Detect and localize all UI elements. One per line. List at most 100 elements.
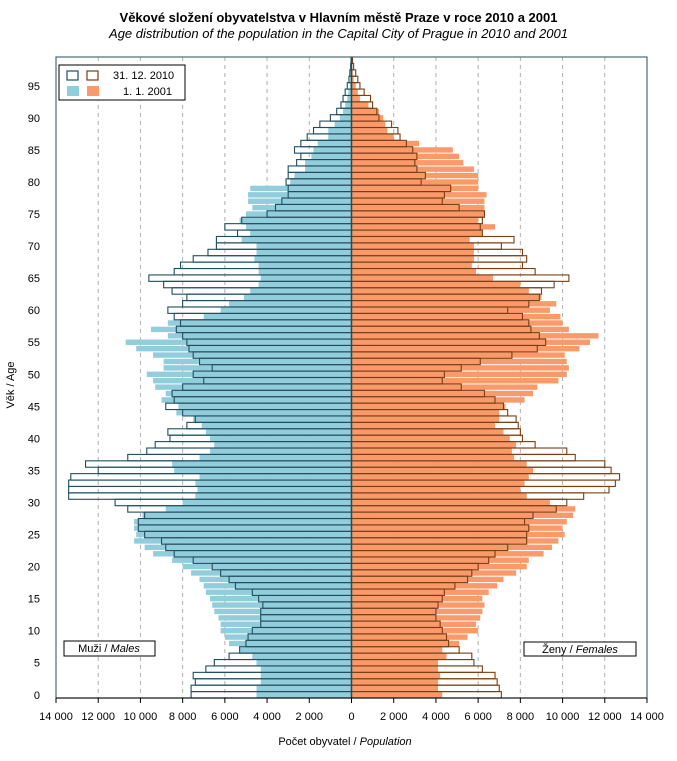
y-tick-label: 50 (28, 369, 40, 381)
bar-female-2001-age-9 (351, 634, 468, 640)
bar-female-2001-age-94 (351, 89, 358, 95)
bar-female-2001-age-17 (351, 583, 498, 589)
bar-female-2001-age-51 (351, 365, 569, 371)
bar-male-2001-age-46 (161, 397, 352, 403)
y-tick-label: 35 (28, 465, 40, 477)
y-tick-label: 15 (28, 594, 40, 606)
bar-male-2001-age-49 (153, 378, 352, 384)
bar-female-2001-age-36 (351, 461, 527, 467)
bar-female-2001-age-14 (351, 602, 485, 608)
x-tick-label: 6 000 (211, 711, 239, 723)
bar-female-2001-age-3 (351, 672, 441, 679)
bar-male-2001-age-17 (203, 583, 352, 589)
bar-female-2001-age-39 (351, 442, 517, 448)
bar-male-2001-age-74 (239, 217, 352, 224)
y-tick-label: 95 (28, 81, 40, 93)
bar-male-2001-age-18 (199, 576, 352, 583)
y-tick-label: 80 (28, 177, 40, 189)
bar-male-2001-age-16 (205, 589, 352, 595)
bar-female-2001-age-7 (351, 647, 443, 653)
bar-male-2001-age-78 (248, 192, 352, 198)
x-tick-label: 6 000 (464, 711, 492, 723)
bar-female-2001-age-8 (351, 640, 460, 647)
bar-female-2001-age-82 (351, 166, 474, 172)
chart-subtitle: Age distribution of the population in th… (109, 26, 568, 41)
bar-male-2001-age-82 (305, 166, 352, 172)
bar-male-2001-age-67 (258, 262, 352, 269)
bar-male-2001-age-20 (182, 563, 352, 570)
bar-male-2001-age-90 (339, 115, 352, 121)
males-annotation-text: Muži / Males (78, 643, 140, 655)
bar-male-2001-age-70 (256, 243, 352, 249)
bar-male-2001-age-12 (218, 615, 352, 621)
bar-male-2001-age-0 (256, 692, 352, 698)
males-annotation: Muži / Males (63, 640, 156, 657)
bar-male-2001-age-47 (165, 390, 352, 397)
legend-swatch-female-2001 (87, 86, 99, 96)
y-tick-label: 0 (34, 690, 40, 702)
bar-male-2001-age-88 (328, 128, 352, 134)
y-tick-label: 10 (28, 626, 40, 638)
x-tick-label: 12 000 (81, 711, 115, 723)
bar-female-2001-age-74 (351, 217, 479, 224)
bar-male-2001-age-86 (317, 140, 352, 147)
bar-male-2001-age-32 (197, 486, 352, 493)
bar-male-2001-age-76 (252, 204, 352, 211)
bar-female-2001-age-18 (351, 576, 504, 583)
bar-female-2001-age-70 (351, 243, 474, 249)
bar-female-2001-age-13 (351, 608, 483, 615)
y-tick-label: 75 (28, 209, 40, 221)
bar-male-2001-age-79 (250, 185, 352, 192)
bar-male-2001-age-10 (220, 627, 352, 634)
bar-female-2001-age-62 (351, 294, 542, 301)
females-annotation: Ženy / Females (523, 641, 637, 657)
y-tick-label: 85 (28, 145, 40, 157)
females-annotation-text: Ženy / Females (542, 643, 618, 656)
x-tick-label: 0 (348, 711, 354, 723)
bar-female-2001-age-77 (351, 198, 485, 204)
bar-female-2001-age-57 (351, 326, 569, 333)
y-axis: 0 5 10 15 20 25 30 35 40 45 50 55 60 65 70 75 80 85 90 95 (28, 81, 40, 702)
bar-female-2001-age-5 (351, 660, 439, 666)
bar-female-2001-age-49 (351, 378, 559, 384)
bar-male-2001-age-28 (142, 512, 352, 519)
legend-label-2001: 1. 1. 2001 (123, 86, 172, 98)
bar-male-2001-age-66 (258, 269, 352, 275)
bar-female-2001-age-89 (351, 121, 386, 128)
bar-male-2001-age-95 (349, 83, 352, 89)
legend-swatch-male-2010 (66, 70, 79, 81)
y-tick-label: 60 (28, 305, 40, 317)
bar-male-2001-age-57 (150, 326, 352, 333)
y-axis-label: Věk / Age (5, 361, 17, 408)
bar-female-2001-age-92 (351, 102, 369, 108)
x-tick-label: 8 000 (169, 711, 197, 723)
bar-male-2001-age-73 (245, 224, 352, 230)
bar-female-2001-age-16 (351, 589, 489, 595)
bar-male-2001-age-72 (250, 230, 352, 236)
bar-male-2001-age-55 (125, 339, 352, 345)
bar-female-2001-age-91 (351, 108, 379, 115)
bar-male-2001-age-54 (136, 345, 352, 352)
bar-male-2001-age-94 (348, 89, 352, 95)
bar-female-2001-age-58 (351, 320, 563, 326)
y-tick-label: 5 (34, 658, 40, 670)
females-annotation-box (523, 641, 637, 657)
bar-male-2001-age-15 (210, 595, 352, 602)
bar-female-2001-age-45 (351, 403, 506, 410)
bars-2001 (125, 57, 599, 698)
bar-female-2001-age-68 (351, 256, 474, 262)
bar-male-2001-age-58 (167, 320, 352, 326)
bar-female-2001-age-2 (351, 679, 439, 685)
bar-male-2001-age-59 (203, 313, 352, 320)
bar-female-2001-age-25 (351, 531, 565, 538)
bar-male-2001-age-61 (229, 301, 352, 307)
bar-female-2001-age-69 (351, 249, 474, 256)
bar-female-2001-age-50 (351, 371, 567, 377)
bar-male-2001-age-93 (347, 95, 352, 102)
bar-female-2001-age-34 (351, 474, 529, 480)
bar-female-2001-age-93 (351, 95, 360, 102)
x-axis-label-italic: Population (360, 736, 412, 748)
bar-female-2001-age-64 (351, 281, 521, 288)
bar-male-2001-age-45 (178, 403, 352, 410)
